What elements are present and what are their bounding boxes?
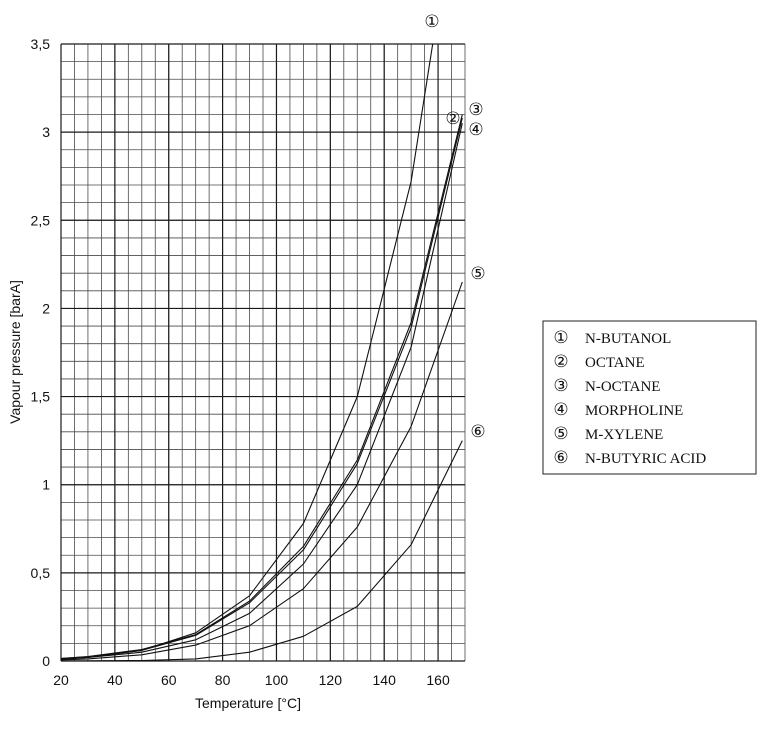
x-axis-label: Temperature [°C] [195, 695, 301, 711]
legend-box [542, 320, 757, 475]
legend-marker-5: ⑤ [553, 424, 568, 444]
x-tick-label: 20 [53, 672, 69, 688]
x-tick-label: 60 [161, 672, 177, 688]
y-tick-label: 3,5 [31, 36, 51, 52]
legend-label-6: N-BUTYRIC ACID [585, 451, 706, 467]
series-line-5 [60, 281, 463, 661]
series-line-4 [60, 123, 463, 660]
y-axis-label: Vapour pressure [barA] [7, 280, 23, 424]
x-tick-label: 140 [373, 672, 397, 688]
legend-marker-6: ⑥ [553, 448, 568, 468]
legend-marker-4: ④ [553, 400, 568, 420]
series-end-marker-6: ⑥ [470, 422, 485, 442]
x-tick-label: 80 [215, 672, 231, 688]
series-end-marker-4: ④ [468, 120, 483, 140]
legend-label-3: N-OCTANE [585, 379, 660, 395]
x-tick-label: 120 [319, 672, 343, 688]
x-tick-label: 100 [265, 672, 289, 688]
series-line-1 [60, 43, 434, 660]
y-tick-label: 1 [42, 477, 50, 493]
series-line-6 [60, 440, 463, 662]
series-line-3 [60, 117, 463, 660]
legend-marker-3: ③ [553, 376, 568, 396]
x-axis-ticks: 20 40 60 80 100 120 140 160 [53, 672, 450, 688]
x-tick-label: 40 [107, 672, 123, 688]
y-tick-label: 0,5 [31, 565, 51, 581]
legend-label-4: MORPHOLINE [585, 403, 683, 419]
y-tick-label: 0 [42, 653, 50, 669]
x-tick-label: 160 [426, 672, 450, 688]
y-tick-label: 2,5 [31, 212, 51, 228]
legend-marker-2: ② [553, 352, 568, 372]
series-end-marker-5: ⑤ [470, 264, 485, 284]
series-end-markers: ① ② ③④ ⑤ ⑥ [424, 12, 485, 442]
minor-grid [60, 43, 466, 662]
series-end-marker-2: ② [445, 109, 460, 129]
series-end-marker-1: ① [424, 12, 439, 32]
y-axis-ticks: 0 0,5 1 1,5 2 2,5 3 3,5 [31, 36, 51, 669]
series-line-2 [60, 114, 463, 659]
y-tick-label: 2 [42, 300, 50, 316]
legend-label-5: M-XYLENE [585, 427, 663, 443]
series-end-marker-3: ③ [468, 100, 483, 120]
legend: ① N-BUTANOL ② OCTANE ③ N-OCTANE ④ MORPHOLINE ⑤ M-… [542, 320, 757, 475]
legend-label-1: N-BUTANOL [585, 331, 671, 347]
y-tick-label: 3 [42, 124, 50, 140]
major-grid [60, 43, 465, 662]
y-tick-label: 1,5 [31, 389, 51, 405]
legend-marker-1: ① [553, 328, 568, 348]
legend-label-2: OCTANE [585, 355, 645, 371]
series-lines [60, 43, 463, 662]
